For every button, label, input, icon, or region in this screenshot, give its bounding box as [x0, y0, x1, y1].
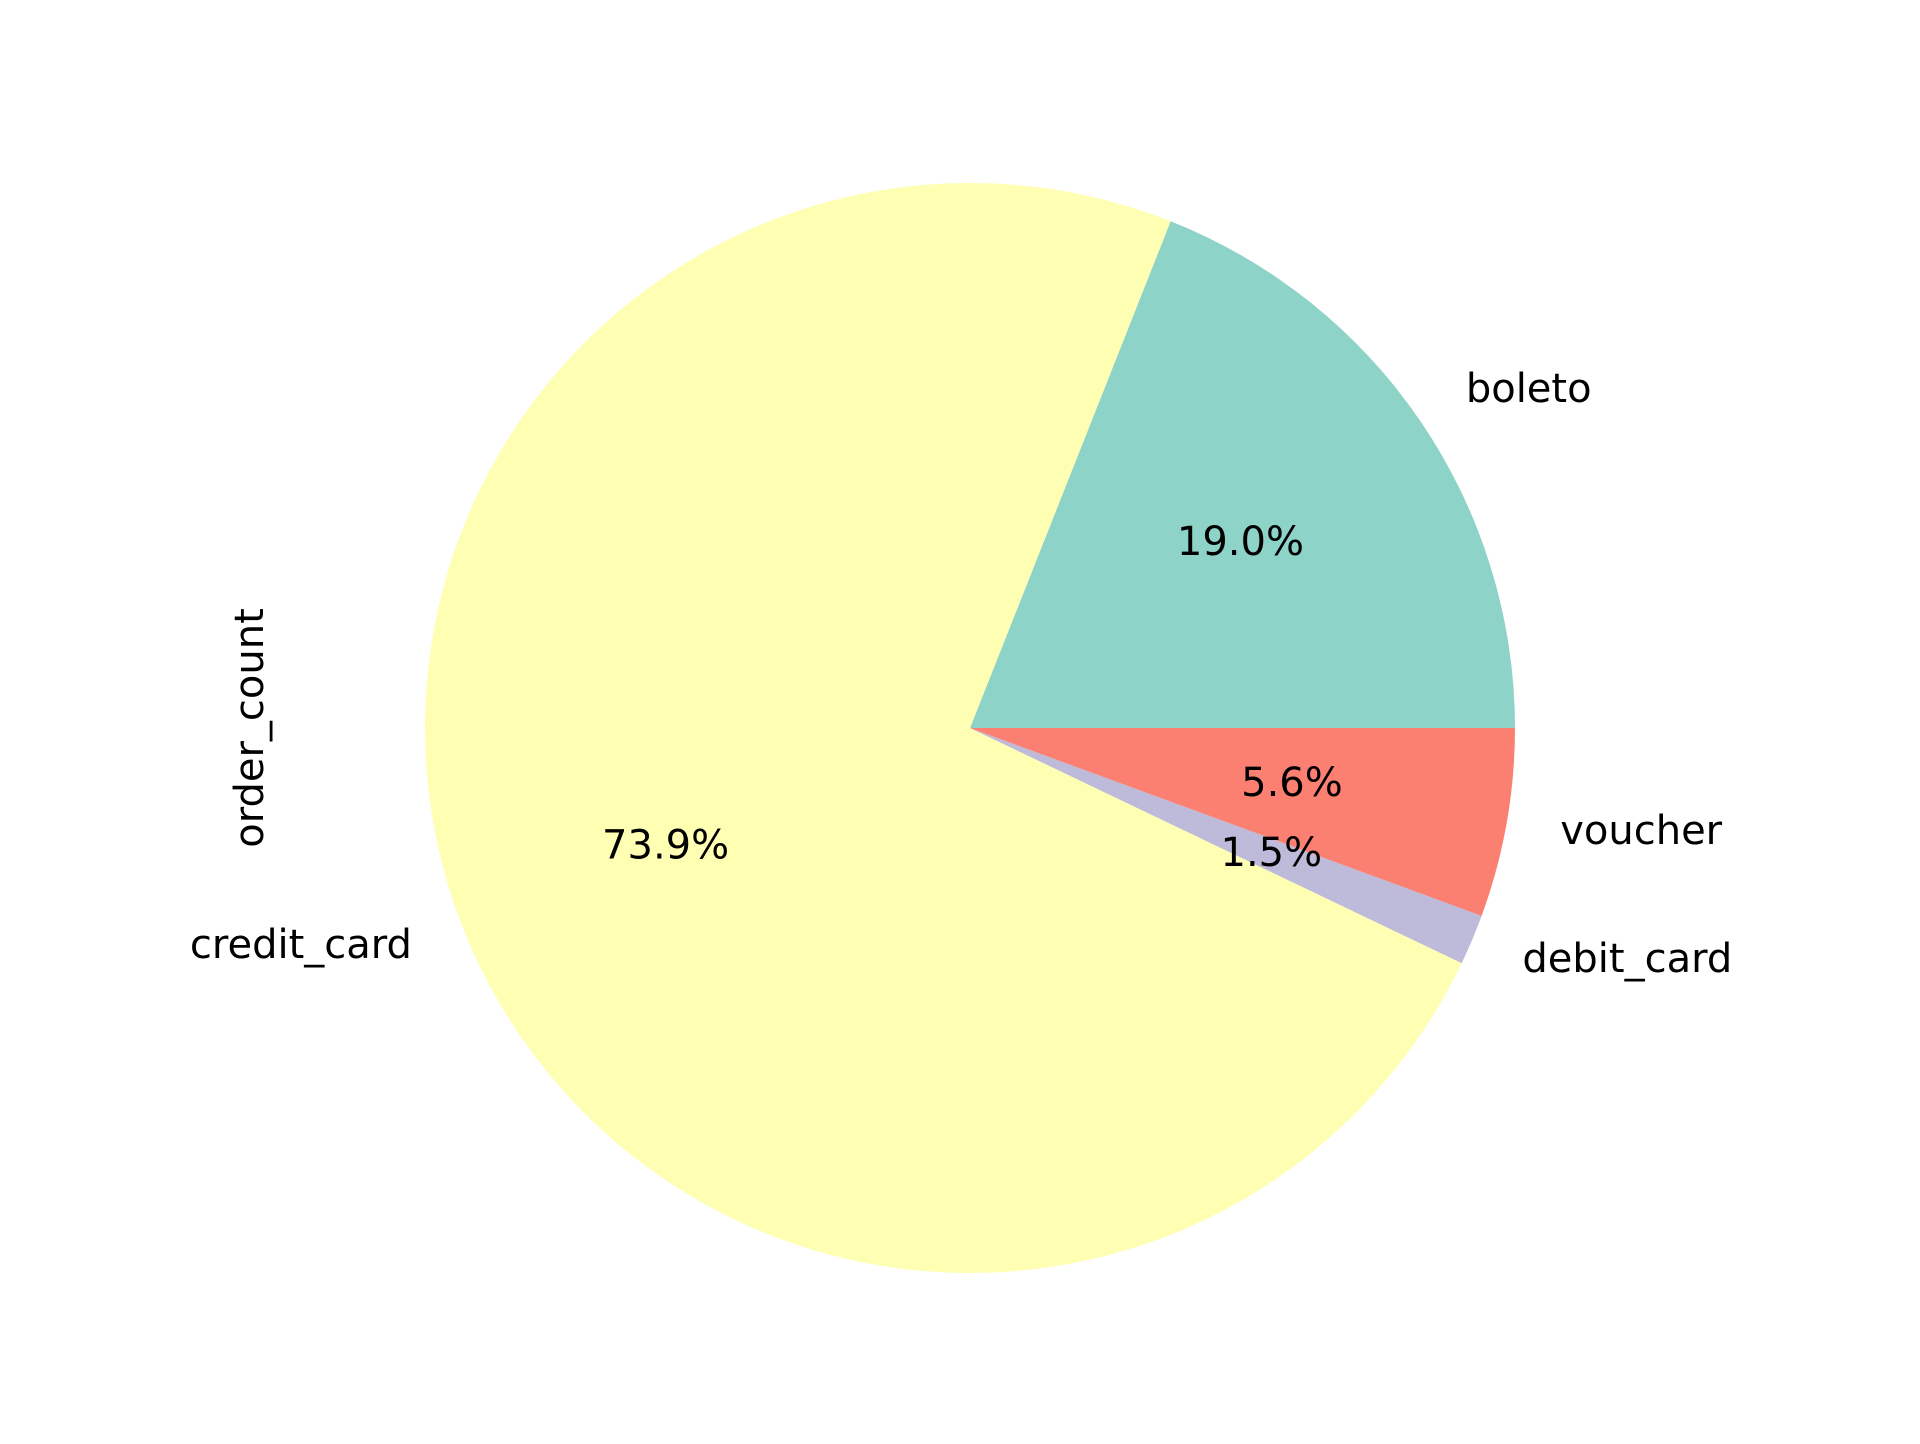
slice-label-boleto: boleto — [1466, 366, 1592, 412]
slice-percent-voucher: 5.6% — [1241, 760, 1343, 806]
pie-slices — [424, 182, 1515, 1273]
pie-slice-debit-card — [970, 728, 1482, 964]
y-axis-label: order_count — [227, 608, 273, 848]
slice-percent-credit-card: 73.9% — [602, 822, 729, 868]
slice-label-debit-card: debit_card — [1522, 936, 1732, 982]
pie-slice-voucher — [970, 728, 1515, 916]
pie-labels: boleto 19.0% credit_card 73.9% debit_card 1.5… — [190, 366, 1732, 982]
slice-percent-debit-card: 1.5% — [1221, 830, 1323, 876]
slice-label-credit-card: credit_card — [190, 922, 412, 968]
pie-slice-boleto — [970, 221, 1515, 728]
pie-slice-credit-card — [424, 182, 1462, 1273]
slice-label-voucher: voucher — [1560, 808, 1722, 854]
slice-percent-boleto: 19.0% — [1177, 519, 1304, 565]
